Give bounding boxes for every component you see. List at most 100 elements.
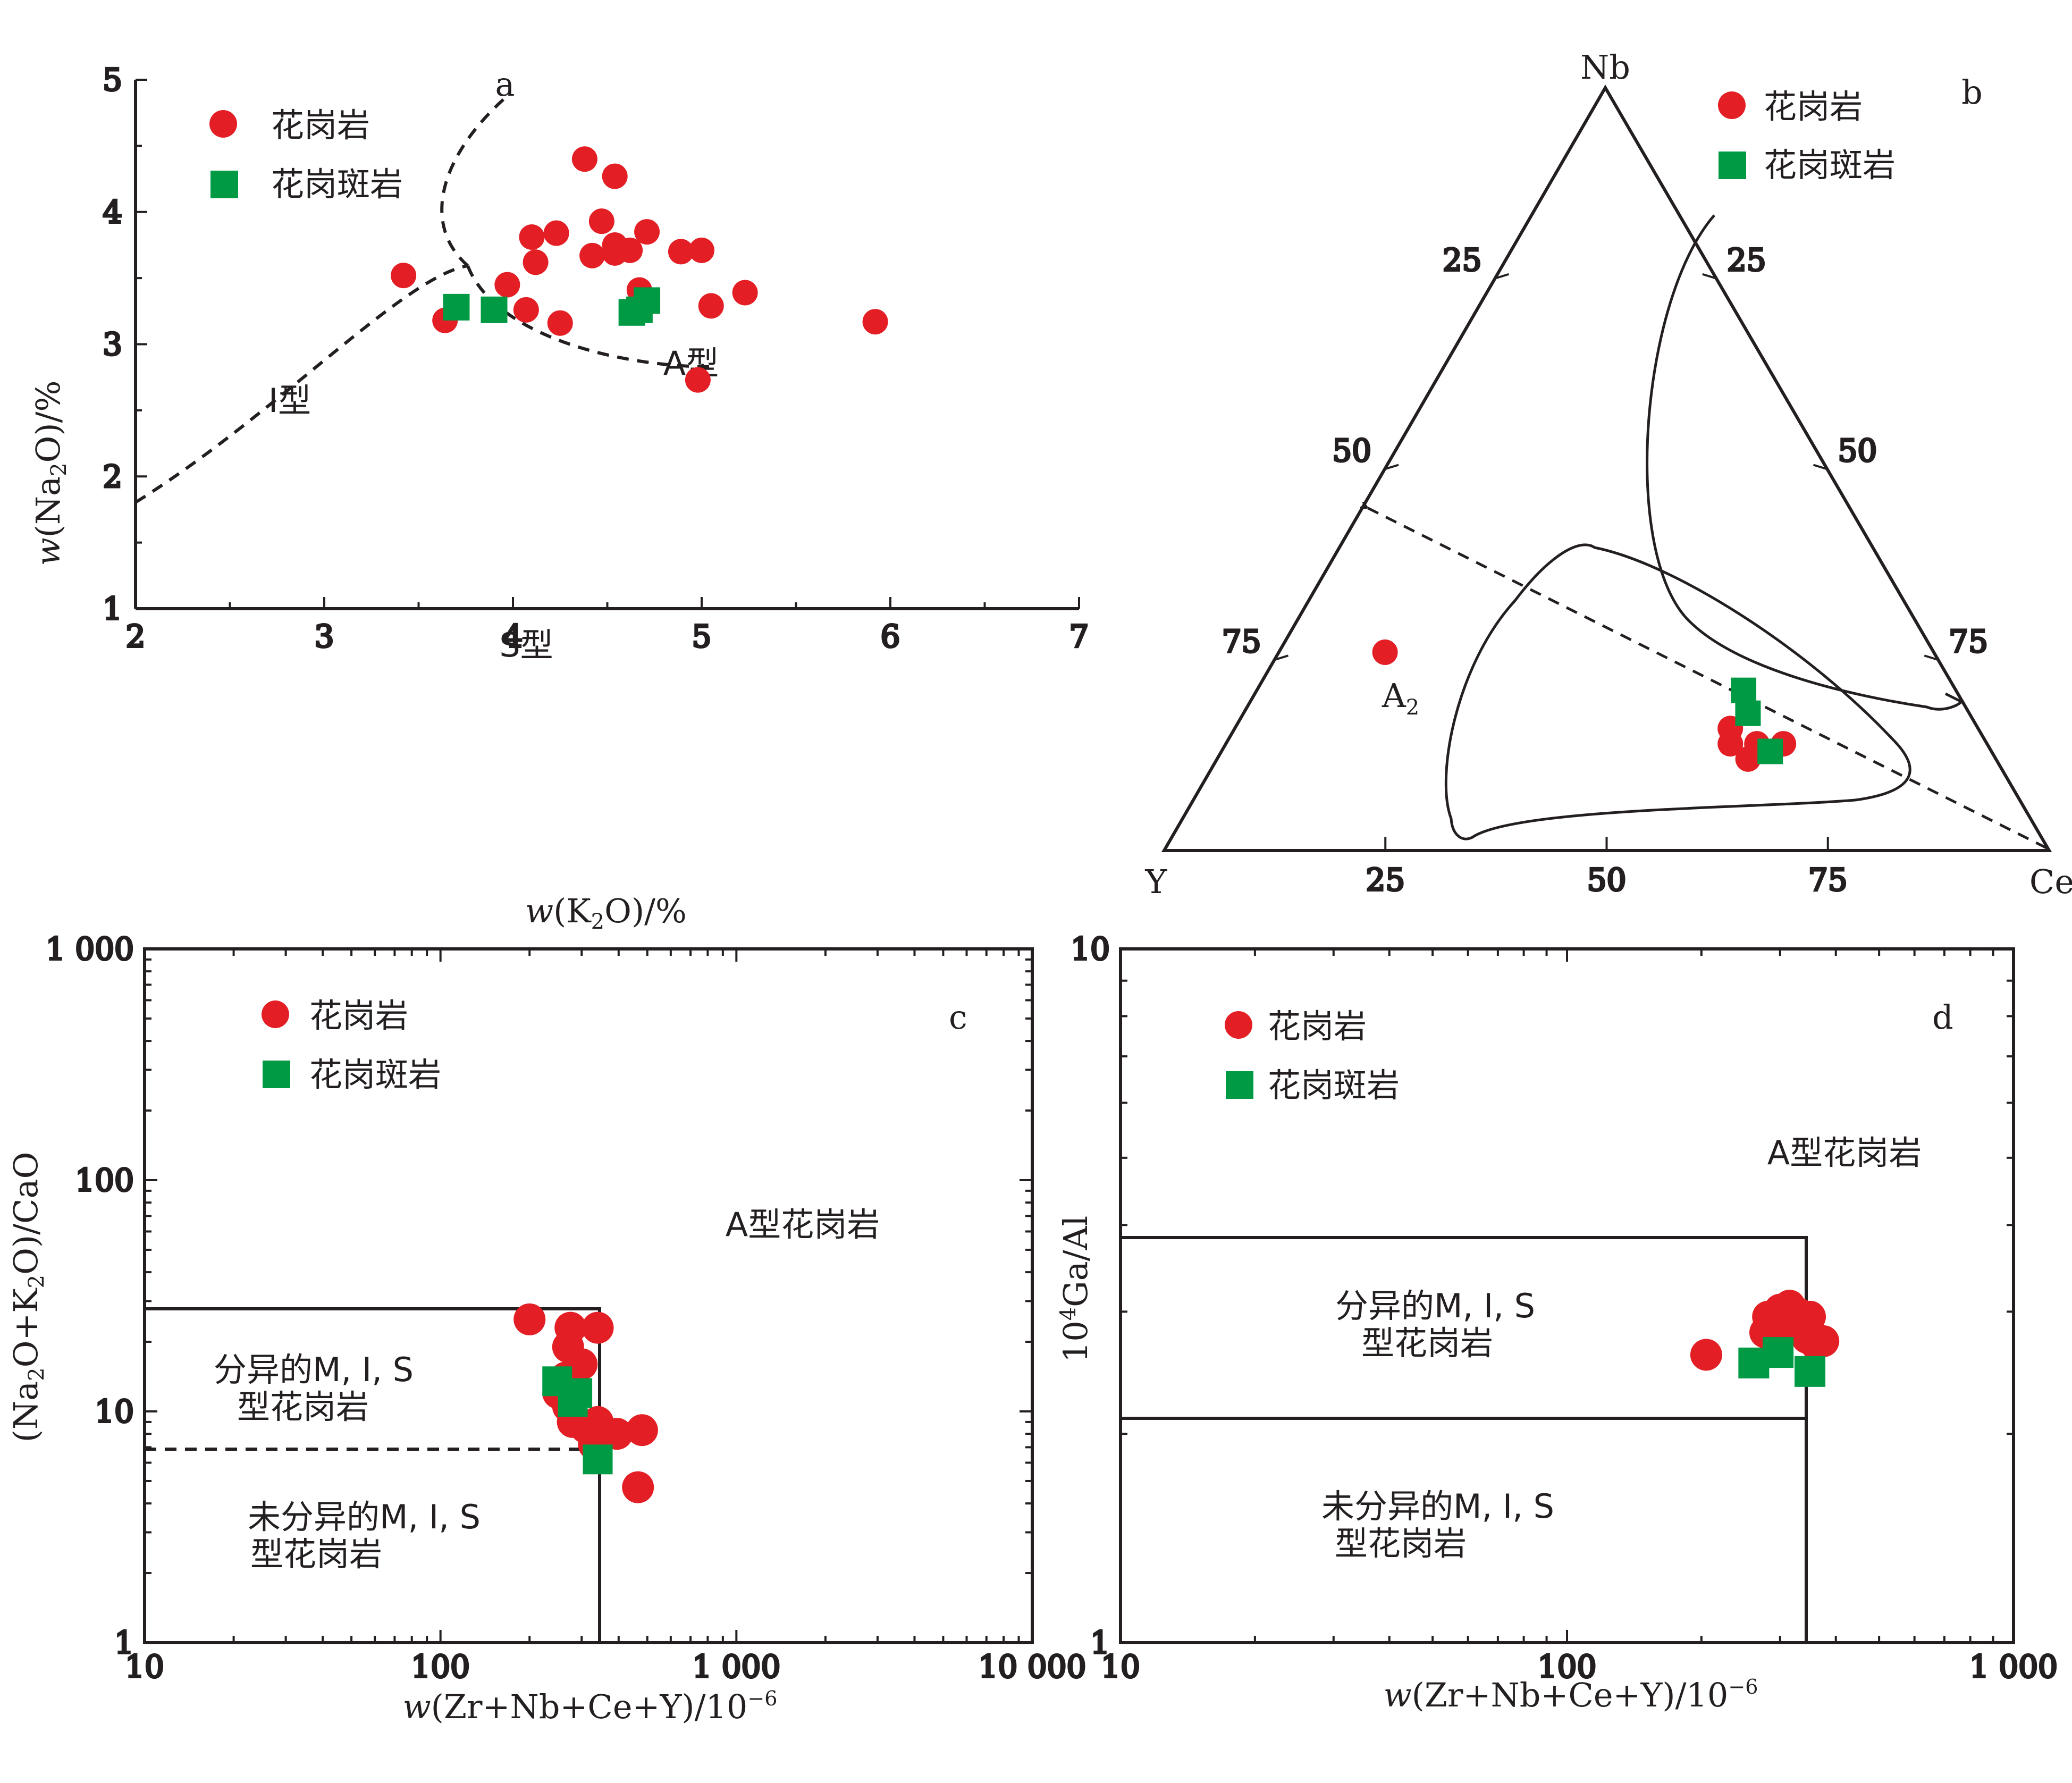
y-tick-label-c: 1 000: [46, 931, 134, 967]
legend-b: 花岗岩 花岗斑岩: [1718, 87, 1896, 184]
tick-right-b: [1813, 464, 1828, 470]
tick-label-bottom-b: 50: [1587, 862, 1627, 898]
granite-point-a: [617, 237, 643, 263]
apex-label-ce: Ce: [2029, 862, 2072, 901]
field-label-fractionated-c-1: 分异的M, I, S: [214, 1350, 414, 1389]
points-b: [1372, 639, 1797, 772]
legend-a: 花岗岩 花岗斑岩: [209, 106, 403, 204]
legend-d: 花岗岩 花岗斑岩: [1225, 1007, 1400, 1105]
x-tick-label-a: 4: [503, 618, 523, 654]
x-axis-label-c: w(Zr+Nb+Ce+Y)/10−6: [403, 1687, 778, 1726]
legend-label-porphyry-d: 花岗斑岩: [1268, 1066, 1400, 1105]
tick-label-right-b: 50: [1838, 433, 1877, 469]
y-axis-label-d: 104Ga/Al: [1056, 1216, 1095, 1363]
panel-letter-c: c: [949, 998, 967, 1037]
boundary-a-type-d: [1121, 1236, 1808, 1643]
porphyry-point-b: [1757, 738, 1783, 764]
granite-point-c: [582, 1311, 614, 1344]
field-label-fractionated-d-2: 型花岗岩: [1361, 1324, 1493, 1363]
y-tick-label-a: 2: [103, 458, 122, 494]
y-tick-label-a: 3: [103, 326, 122, 363]
y-tick-label-d: 1: [1090, 1625, 1110, 1661]
porphyry-point-b: [1731, 677, 1757, 703]
granite-point-b: [1735, 746, 1761, 772]
x-tick-label-c: 10 000: [979, 1649, 1086, 1685]
legend-label-porphyry-b: 花岗斑岩: [1764, 146, 1896, 184]
field-a1-boundary-b: [1646, 214, 1964, 711]
tick-label-bottom-b: 75: [1808, 862, 1848, 898]
field-boundaries-c: [145, 1307, 601, 1643]
panel-b: 25 25 25 50 50 50 75 75 75 Nb Y Ce b A2 花岗岩 花岗斑岩: [1145, 48, 2072, 901]
axes-frame-d: [1119, 947, 2015, 1644]
tick-left-b: [1494, 273, 1510, 280]
y-tick-label-a: 5: [103, 62, 122, 98]
granite-point-a: [668, 239, 694, 265]
field-label-unfractionated-d-2: 型花岗岩: [1335, 1524, 1467, 1563]
legend-label-granite-c: 花岗岩: [309, 996, 408, 1035]
legend-marker-granite-d: [1225, 1011, 1252, 1039]
legend-label-granite-d: 花岗岩: [1268, 1007, 1367, 1046]
granite-point-a: [547, 310, 573, 336]
granite-point-d: [1764, 1311, 1796, 1343]
legend-c: 花岗岩 花岗斑岩: [262, 996, 441, 1094]
field-label-a-granite-c: A型花岗岩: [726, 1205, 880, 1244]
x-axis-label-d: w(Zr+Nb+Ce+Y)/10−6: [1384, 1675, 1758, 1714]
tick-label-right-b: 25: [1727, 242, 1766, 278]
x-tick-label-c: 1 000: [692, 1649, 780, 1685]
field-label-fractionated-d-1: 分异的M, I, S: [1335, 1286, 1535, 1325]
legend-label-granite-b: 花岗岩: [1764, 87, 1863, 126]
y-axis-label-a: w(Na2O)/%: [29, 381, 71, 566]
legend-marker-porphyry-d: [1226, 1071, 1253, 1099]
y-axis-label-c: (Na2O+K2O)/CaO: [6, 1152, 49, 1443]
tick-label-bottom-b: 25: [1366, 862, 1405, 898]
granite-point-a: [634, 219, 660, 245]
legend-marker-porphyry-c: [263, 1061, 290, 1088]
granite-point-d: [1690, 1339, 1722, 1371]
legend-marker-porphyry-b: [1719, 152, 1746, 179]
legend-label-granite-a: 花岗岩: [271, 106, 370, 145]
granite-point-a: [523, 249, 549, 275]
porphyry-point-a: [443, 293, 470, 321]
granite-point-a: [689, 237, 714, 263]
field-boundaries-a: [134, 94, 713, 504]
tick-label-left-b: 25: [1443, 242, 1482, 278]
porphyry-point-a: [634, 287, 661, 314]
y-tick-label-c: 10: [95, 1393, 134, 1429]
x-tick-label-a: 6: [881, 618, 900, 654]
x-axis-label-a: w(K2O)/%: [525, 892, 687, 934]
boundary-a-field-a: [440, 94, 509, 267]
boundary-a-type-c: [145, 1307, 601, 1643]
axes-frame-c: [143, 947, 1034, 1644]
tick-label-left-b: 50: [1332, 433, 1371, 469]
field-label-unfractionated-c-1: 未分异的M, I, S: [248, 1498, 481, 1536]
field-label-unfractionated-d-1: 未分异的M, I, S: [1321, 1487, 1554, 1526]
field-label-fractionated-c-2: 型花岗岩: [237, 1387, 369, 1426]
granite-point-a: [588, 208, 614, 234]
granite-point-a: [698, 293, 724, 319]
porphyry-point-a: [481, 296, 508, 323]
granite-point-c: [513, 1303, 546, 1335]
x-tick-label-d: 100: [1538, 1649, 1597, 1685]
granite-point-c: [626, 1414, 658, 1446]
granite-point-a: [519, 224, 545, 250]
axes-frame-a: [134, 80, 1079, 610]
granite-point-a: [732, 280, 758, 306]
tick-left-b: [1384, 464, 1399, 470]
granite-point-a: [543, 220, 569, 246]
legend-label-porphyry-a: 花岗斑岩: [271, 165, 403, 204]
y-tick-label-d: 10: [1071, 931, 1110, 967]
points-d: [1690, 1290, 1840, 1387]
x-tick-label-d: 1 000: [1969, 1649, 2058, 1685]
field-label-s-type: S型: [499, 626, 553, 665]
x-tick-label-c: 100: [411, 1649, 470, 1685]
porphyry-point-c: [583, 1444, 613, 1475]
field-boundaries-d: [1121, 1236, 1808, 1643]
trend-arrow-b: [1367, 508, 2048, 850]
points-a: [391, 146, 888, 393]
x-tick-label-d: 10: [1101, 1649, 1140, 1685]
